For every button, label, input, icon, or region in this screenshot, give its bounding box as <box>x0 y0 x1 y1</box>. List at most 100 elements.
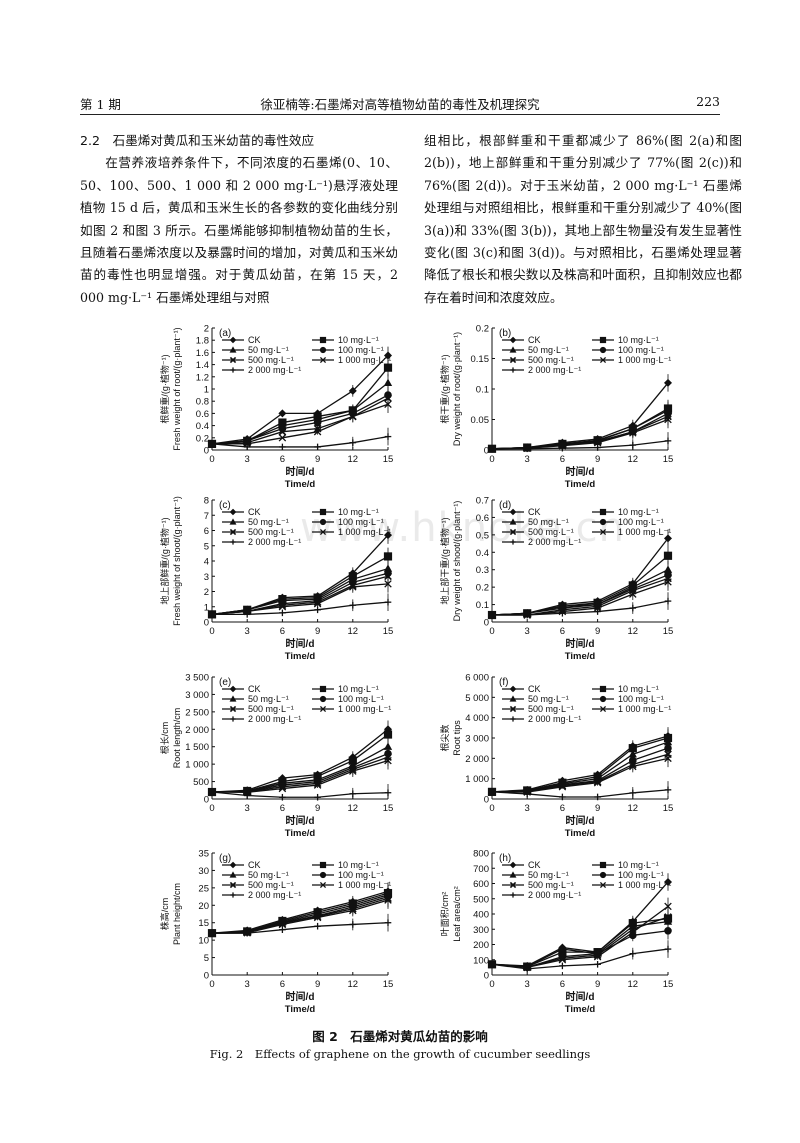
legend-marker <box>510 539 516 545</box>
series-line <box>492 581 669 616</box>
right-column: 组相比，根部鲜重和干重都减少了 86%(图 2(a)和图 2(b))，地上部鲜重… <box>424 130 742 309</box>
panel-label: (e) <box>219 677 231 688</box>
x-tick-label: 0 <box>489 803 494 814</box>
data-point <box>664 415 672 424</box>
y-tick-label: 300 <box>473 925 489 936</box>
x-tick-label: 6 <box>280 626 285 637</box>
legend-marker <box>230 539 236 545</box>
legend-label: 50 mg·L⁻¹ <box>528 345 569 355</box>
data-point <box>243 929 251 937</box>
legend-label: 50 mg·L⁻¹ <box>248 694 289 704</box>
data-point <box>313 913 322 922</box>
legend-label: 2 000 mg·L⁻¹ <box>528 890 581 900</box>
legend-label: 100 mg·L⁻¹ <box>618 345 664 355</box>
y-tick-label: 0.15 <box>471 354 490 365</box>
legend-marker <box>599 528 607 536</box>
data-point <box>349 583 357 591</box>
legend: CK 10 mg·L⁻¹ 50 mg·L⁻¹ 100 mg·L⁻¹ 500 mg·L⁻¹… <box>222 507 391 547</box>
legend-marker <box>599 695 607 703</box>
y-tick-label: 1 000 <box>465 774 489 785</box>
legend-marker <box>510 367 516 373</box>
x-tick-label: 9 <box>595 803 600 814</box>
x-tick-label: 9 <box>315 803 320 814</box>
series-line <box>491 757 669 793</box>
header-issue: 第 1 期 <box>80 97 121 112</box>
x-tick-label: 6 <box>560 803 565 814</box>
y-tick-label: 5 <box>204 953 209 964</box>
legend-label: 10 mg·L⁻¹ <box>618 860 659 870</box>
right-paragraph: 组相比，根部鲜重和干重都减少了 86%(图 2(a)和图 2(b))，地上部鲜重… <box>424 133 742 305</box>
x-tick-label: 9 <box>595 979 600 990</box>
data-point <box>384 919 392 927</box>
y-tick-label: 2 <box>204 587 209 598</box>
legend-marker <box>599 871 607 879</box>
legend-label: 1 000 mg·L⁻¹ <box>338 355 391 365</box>
legend-label: 1 000 mg·L⁻¹ <box>338 704 391 714</box>
data-point <box>383 351 393 360</box>
legend-marker <box>319 871 327 879</box>
x-tick-label: 3 <box>245 626 250 637</box>
legend-marker <box>229 881 237 889</box>
y-tick-label: 1 500 <box>185 742 209 753</box>
legend-marker <box>599 705 607 713</box>
y-axis-label-zh: 根干重/(g·植物⁻¹) <box>439 354 450 423</box>
y-tick-label: 5 000 <box>465 693 489 704</box>
y-tick-label: 1.4 <box>196 360 209 371</box>
left-column: 2.2 石墨烯对黄瓜和玉米幼苗的毒性效应 在营养液培养条件下，不同浓度的石墨烯(… <box>80 130 398 309</box>
y-tick-label: 0.5 <box>476 530 489 541</box>
data-point <box>349 921 357 928</box>
x-tick-label: 15 <box>383 803 394 814</box>
panel-label: (h) <box>499 853 511 864</box>
legend-label: CK <box>248 507 261 517</box>
figure-caption-zh: 图 2 石墨烯对黄瓜幼苗的影响 <box>312 1029 488 1044</box>
series-line <box>211 572 389 616</box>
legend-label: 1 000 mg·L⁻¹ <box>618 880 671 890</box>
legend-label: 100 mg·L⁻¹ <box>338 870 384 880</box>
data-point <box>314 606 321 614</box>
y-tick-label: 10 <box>198 936 209 947</box>
data-point <box>664 754 672 763</box>
series-line <box>212 601 389 616</box>
data-point <box>383 378 393 387</box>
x-tick-label: 15 <box>663 626 674 637</box>
y-tick-label: 1.8 <box>196 336 209 347</box>
x-tick-label: 6 <box>560 454 565 465</box>
legend-marker <box>229 346 237 353</box>
x-tick-label: 12 <box>628 803 639 814</box>
legend-marker <box>319 861 327 869</box>
series-line <box>211 890 389 934</box>
y-tick-label: 1.6 <box>196 348 209 359</box>
data-point <box>663 551 673 560</box>
data-point <box>279 926 286 933</box>
series-line <box>491 382 669 450</box>
legend-label: 1 000 mg·L⁻¹ <box>338 880 391 890</box>
legend-label: 100 mg·L⁻¹ <box>618 694 664 704</box>
data-point <box>664 913 672 921</box>
legend-label: 50 mg·L⁻¹ <box>528 870 569 880</box>
x-axis-label-zh: 时间/d <box>566 814 595 827</box>
x-tick-label: 12 <box>628 626 639 637</box>
series-line <box>211 568 389 616</box>
data-point <box>664 437 672 445</box>
legend-label: 10 mg·L⁻¹ <box>338 335 379 345</box>
legend-label: 500 mg·L⁻¹ <box>248 527 294 537</box>
y-tick-label: 1 <box>204 385 209 396</box>
legend-label: 500 mg·L⁻¹ <box>528 355 574 365</box>
x-tick-label: 0 <box>489 454 494 465</box>
x-tick-label: 3 <box>525 626 530 637</box>
x-axis-label-en: Time/d <box>565 651 596 662</box>
data-point <box>313 781 322 789</box>
x-tick-label: 15 <box>383 454 394 465</box>
legend-label: CK <box>528 507 541 517</box>
legend-marker <box>319 881 327 889</box>
y-tick-label: 0.6 <box>196 409 209 420</box>
y-tick-label: 7 <box>204 511 209 522</box>
data-point <box>664 597 672 605</box>
x-axis-label-zh: 时间/d <box>566 990 595 1003</box>
data-point <box>208 929 216 937</box>
header-page-number: 223 <box>696 94 720 109</box>
x-axis-label-en: Time/d <box>565 1004 596 1015</box>
legend-marker <box>509 528 517 536</box>
legend-label: CK <box>528 860 541 870</box>
